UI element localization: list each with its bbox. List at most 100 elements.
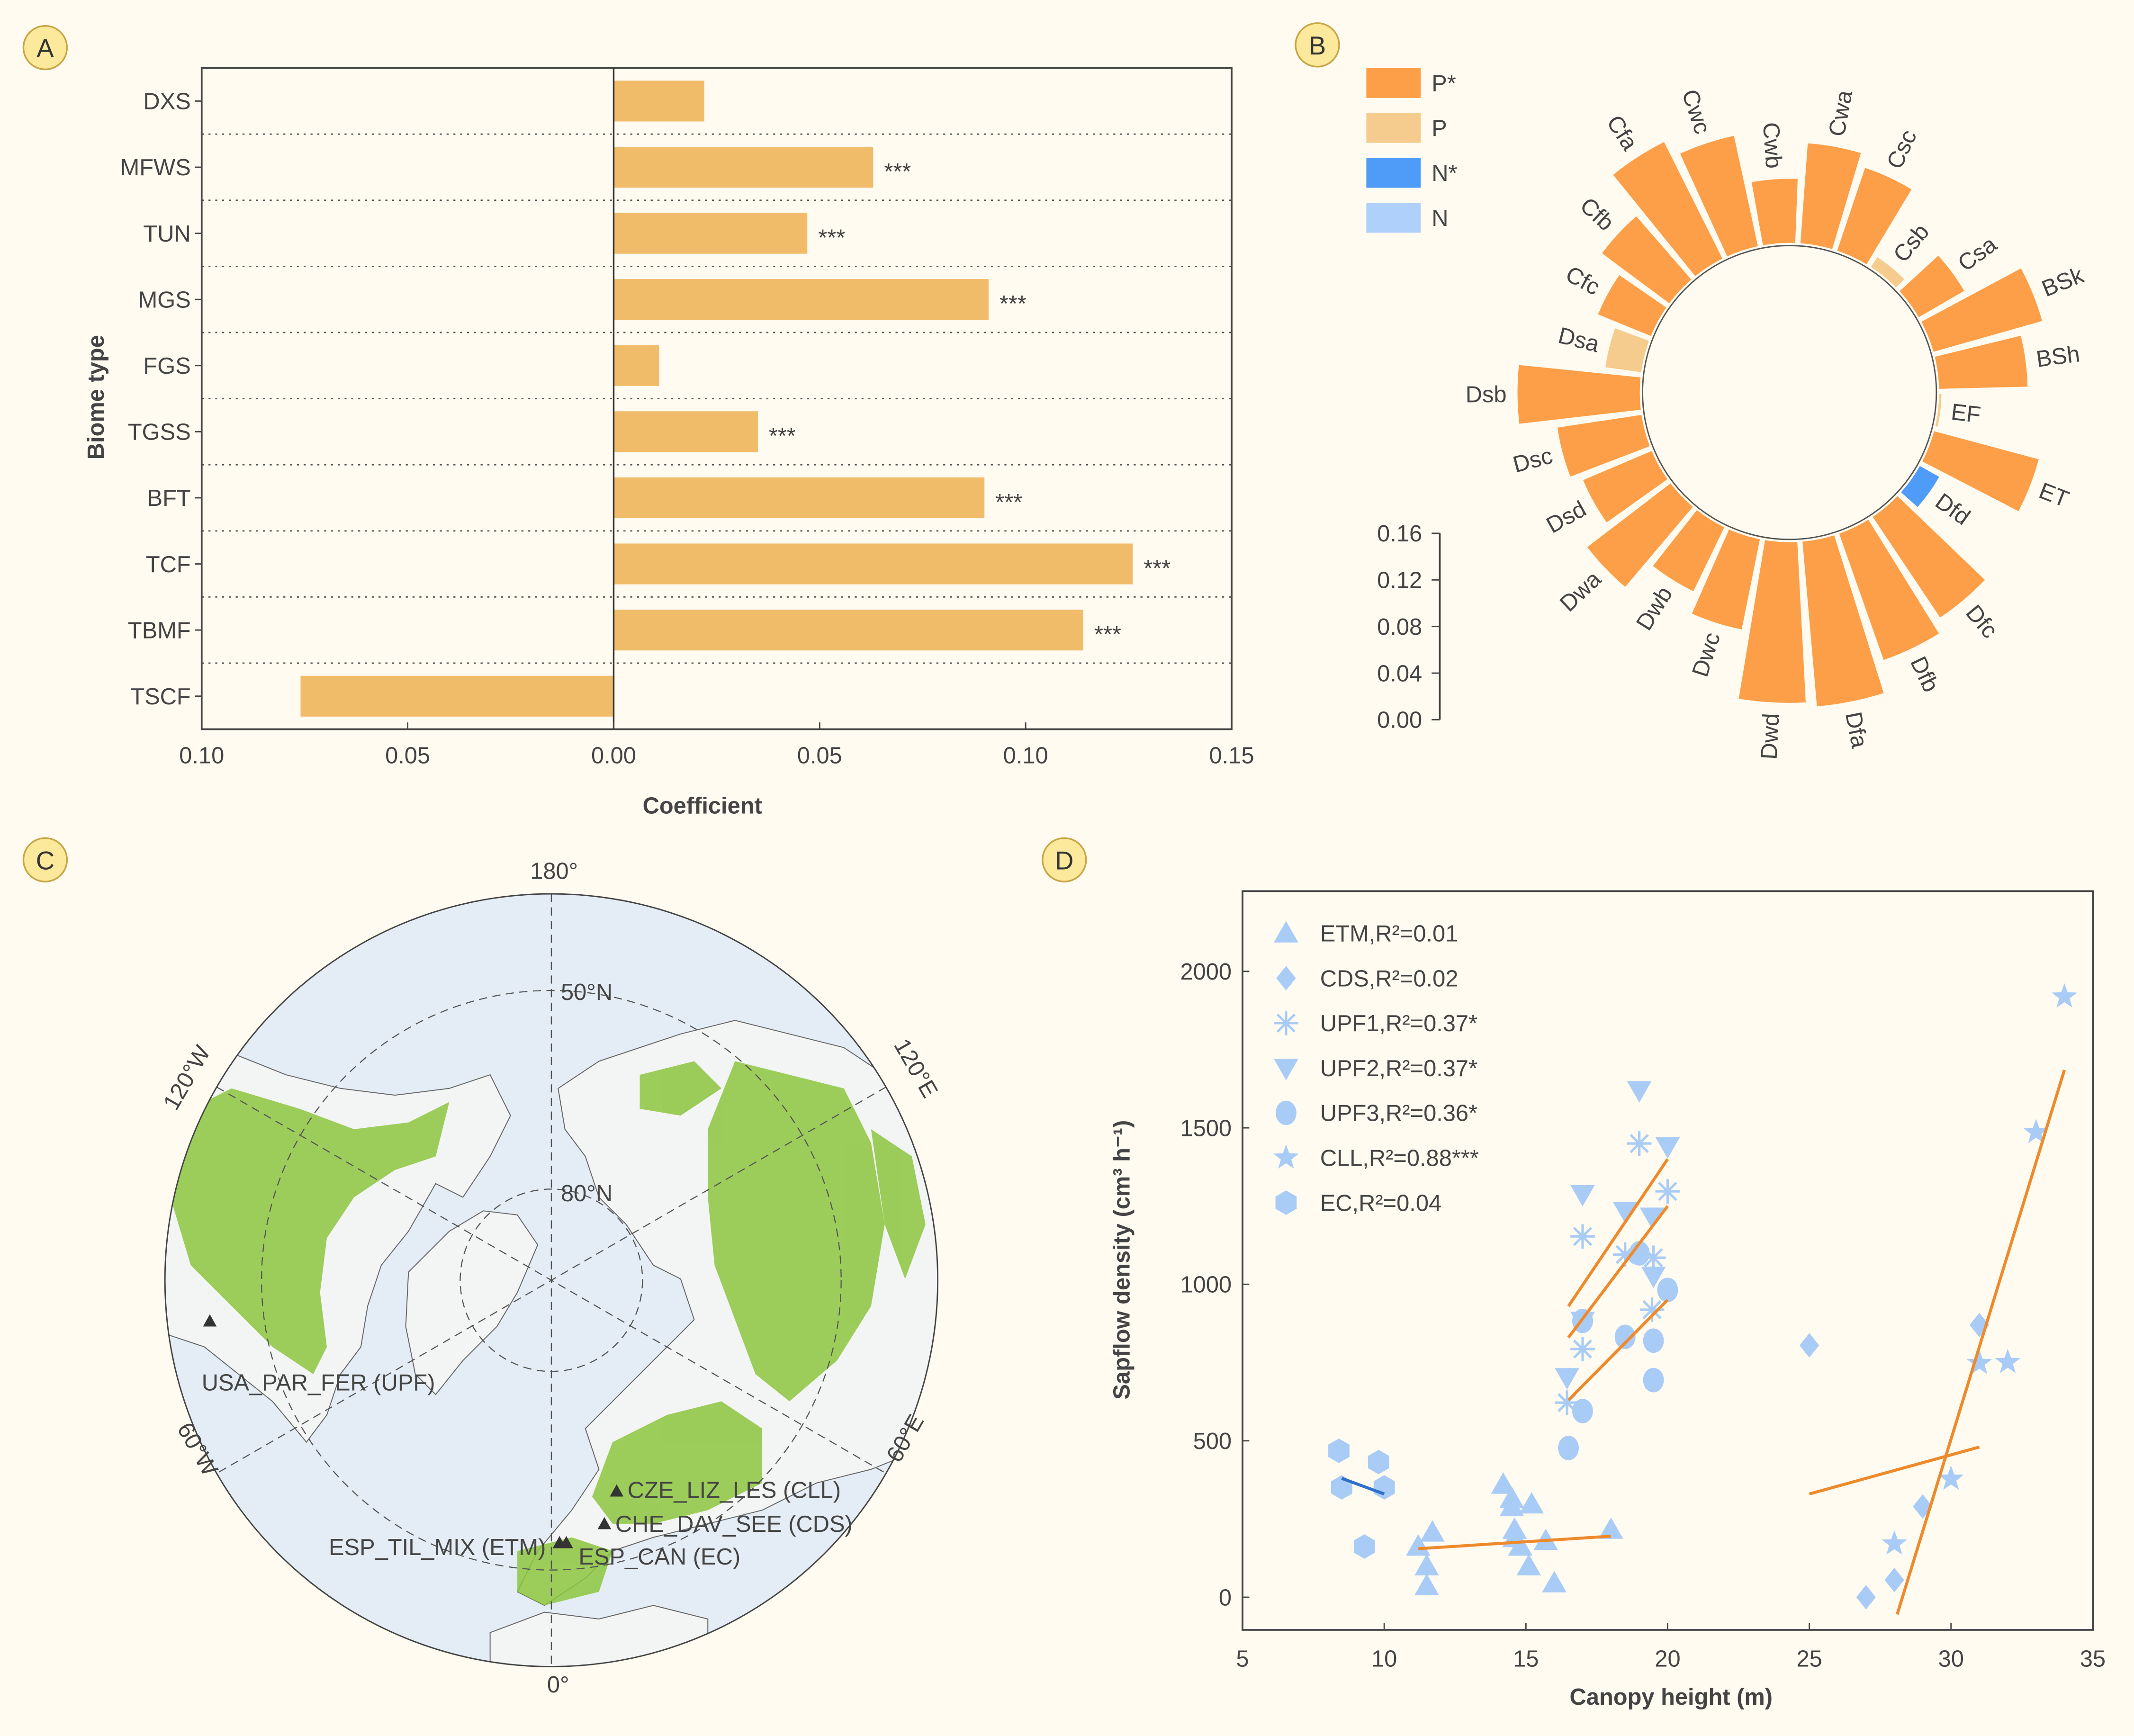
bar-bft (613, 477, 985, 519)
legend-swatch (1366, 113, 1421, 143)
significance-label: *** (769, 423, 796, 449)
panel-badge-c: C (22, 837, 68, 882)
vegetation-cover (170, 1061, 926, 1606)
category-label: BSh (2035, 341, 2081, 372)
point-etm (1519, 1492, 1544, 1514)
category-label: EF (1950, 399, 1982, 428)
bar-cwb (1751, 179, 1798, 245)
scale-tick-label: 0.00 (1377, 708, 1422, 733)
point-upf3 (1643, 1328, 1664, 1353)
bar-cwc (1680, 135, 1758, 257)
legend-marker-ec (1275, 1190, 1297, 1215)
bar-dfc (1873, 496, 1985, 618)
site-label-cds: CHE_DAV_SEE (CDS) (615, 1511, 853, 1537)
panel-label-d: D (1055, 846, 1073, 875)
x-tick-label: 10 (1371, 1646, 1397, 1672)
panel-label-b: B (1309, 31, 1326, 60)
point-etm (1406, 1534, 1431, 1556)
bar-tcf (613, 543, 1133, 585)
bar-dwb (1653, 510, 1725, 592)
x-tick-label: 0.00 (591, 743, 636, 768)
fit-line-cds (1809, 1445, 1980, 1496)
site-label-cll: CZE_LIZ_LES (CLL) (628, 1477, 841, 1503)
bar-tbmf (613, 610, 1083, 651)
bar-dfb (1839, 520, 1939, 660)
bar-bsh (1935, 335, 2028, 389)
point-upf1 (1570, 1224, 1595, 1249)
point-etm (1491, 1472, 1516, 1494)
point-cds (1799, 1333, 1819, 1358)
bar-cfc (1598, 275, 1666, 336)
legend-marker-upf2 (1274, 1059, 1298, 1080)
site-marker-cll (610, 1484, 624, 1497)
y-tick-label: TGSS (128, 420, 191, 445)
point-upf1 (1639, 1297, 1665, 1322)
panel-badge-d: D (1042, 837, 1087, 882)
point-cds (1856, 1585, 1876, 1610)
point-upf2 (1612, 1202, 1638, 1223)
x-tick-label: 20 (1655, 1646, 1680, 1672)
fit-line-upf1 (1567, 1205, 1669, 1339)
point-cll (1938, 1465, 1964, 1490)
significance-label: *** (999, 291, 1026, 317)
point-cll (2023, 1118, 2049, 1143)
point-cll (1966, 1349, 1992, 1374)
scale-tick-label: 0.08 (1377, 614, 1422, 640)
bar-cfb (1602, 216, 1692, 304)
y-tick-label: TCF (146, 552, 191, 577)
point-cll (1882, 1530, 1908, 1555)
point-upf2 (1570, 1185, 1595, 1207)
x-tick-label: 25 (1796, 1646, 1822, 1672)
legend-label-ec: EC,R²=0.04 (1320, 1190, 1441, 1216)
point-upf3 (1643, 1367, 1664, 1393)
point-ec (1353, 1534, 1375, 1559)
land-north-africa (489, 1605, 709, 1667)
inner-circle (1642, 245, 1937, 540)
legend-swatch (1366, 158, 1421, 188)
bar-mgs (613, 279, 989, 320)
panel-badge-a: A (22, 25, 68, 71)
x-tick-label: 0.05 (385, 743, 430, 768)
lat-label-50n: 50°N (561, 980, 612, 1005)
bar-dsa (1605, 328, 1649, 372)
bar-dsc (1557, 414, 1650, 477)
lon-label-0: 0° (547, 1672, 569, 1698)
point-cll (2052, 983, 2078, 1008)
bar-tgss (613, 411, 758, 452)
bar-csa (1900, 255, 1964, 317)
y-tick-label: DXS (143, 89, 190, 115)
y-axis-label: Sapflow density (cm³ h⁻¹) (1109, 1120, 1135, 1400)
point-upf2 (1655, 1137, 1680, 1159)
point-upf1 (1655, 1179, 1680, 1204)
point-upf1 (1555, 1390, 1579, 1415)
bar-dwa (1587, 483, 1693, 587)
y-tick-label: 2000 (1180, 959, 1232, 985)
bar-tscf (300, 675, 614, 717)
category-label: Dsb (1466, 382, 1507, 408)
x-tick-label: 0.10 (179, 743, 224, 768)
point-upf3 (1657, 1277, 1678, 1303)
site-label-etm: ESP_TIL_MIX (ETM) (329, 1535, 546, 1560)
plot-frame (200, 67, 1233, 730)
y-tick-label: 500 (1193, 1429, 1232, 1454)
significance-label: *** (1094, 622, 1121, 648)
x-tick-label: 0.15 (1209, 743, 1254, 768)
panel-c-polar-map: 180° 0° 120°W 120°E 60°W 60°E 50°N 80°N … (159, 858, 943, 1698)
fit-line-ec (1341, 1477, 1385, 1495)
category-label: Dwd (1756, 712, 1784, 760)
point-etm (1542, 1571, 1567, 1592)
panel-badge-b: B (1295, 22, 1340, 68)
graticule (216, 894, 887, 1667)
site-markers (203, 1314, 624, 1548)
point-upf3 (1572, 1399, 1593, 1423)
bar-csb (1871, 257, 1905, 288)
x-tick-label: 35 (2080, 1646, 2106, 1672)
legend-label-upf2: UPF2,R²=0.37* (1320, 1056, 1477, 1081)
x-tick-label: 30 (1938, 1646, 1964, 1672)
panel-label-a: A (36, 34, 54, 63)
bar-mfws (613, 146, 873, 188)
legend-label-upf3: UPF3,R²=0.36* (1320, 1101, 1477, 1126)
significance-label: *** (995, 490, 1022, 515)
